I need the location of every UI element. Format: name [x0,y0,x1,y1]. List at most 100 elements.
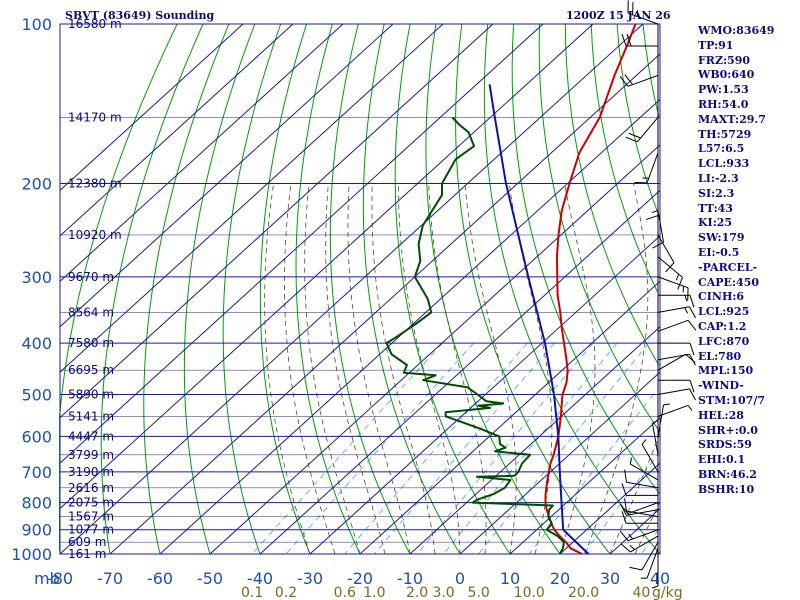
moist-adiabat [428,183,487,555]
isotherm [59,23,294,237]
index-item: TP:91 [698,38,734,52]
barb-feather [689,342,695,356]
barb-feather [629,566,643,571]
index-item: CAPE:450 [698,275,759,289]
height-label: 4447 m [68,429,114,443]
wind-barb [657,388,696,401]
barb-half-feather [663,403,670,406]
index-item: WB0:640 [698,68,755,82]
barb-feather [620,503,627,516]
barb-feather [689,388,696,401]
moist-adiabat [634,501,661,555]
barb-feather [665,262,675,273]
dewpoint-profile [385,116,565,555]
mixing-ratio-label: 10.0 [514,585,545,600]
isotherm [59,23,394,328]
barb-half-feather [687,405,693,411]
moist-adiabat [559,183,596,555]
wind-barb [657,234,675,273]
barb-half-feather [628,533,634,540]
wind-barb [657,403,670,437]
barb-half-feather [629,457,633,465]
wind-barb [651,419,659,455]
isotherm [409,326,661,555]
temperature-label: 30 [600,569,620,588]
barb-shaft [627,502,659,515]
moist-adiabat [371,183,436,555]
pressure-label-400: 400 [21,334,52,353]
index-panel: WMO:83649 TP:91 FRZ:590 WB0:640 PW:1.53 RH:54… [698,24,800,498]
barb-half-feather [651,585,659,589]
dry-adiabat [511,23,661,495]
index-item: EI:-0.5 [698,245,740,259]
index-item: -WIND- [698,379,744,393]
wind-barb [657,276,689,301]
moist-adiabat [347,183,411,555]
dry-adiabat [483,23,661,555]
isotherm [209,144,661,555]
barb-feather [689,380,695,393]
barb-shaft [657,353,690,361]
index-item: LCL:933 [698,157,750,171]
mixing-ratio-label: 1.0 [363,585,385,600]
index-item: SI:2.3 [698,186,735,200]
height-label: 609 m [68,535,106,549]
temperature-label: -40 [247,569,273,588]
pressure-label-100: 100 [21,15,52,34]
barb-shaft [626,481,659,489]
mixing-ratio-label: 5.0 [467,585,489,600]
isotherm [559,462,661,555]
barb-half-feather [684,295,688,302]
height-label: 8564 m [68,305,114,319]
pressure-label-700: 700 [21,463,52,482]
barb-feather [621,511,627,524]
barb-feather [626,33,632,47]
temperature-label: -80 [47,569,73,588]
height-label: 6695 m [68,363,114,377]
barb-shaft [637,117,659,143]
temperature-label: 10 [500,569,520,588]
index-item: BRN:46.2 [698,467,757,481]
isotherm [59,23,344,282]
pressure-label-800: 800 [21,494,52,513]
barb-feather [628,132,641,139]
wind-barb [621,33,658,47]
wind-barb [621,483,658,496]
wind-barb [621,511,658,524]
barb-feather [689,353,696,366]
isotherm [59,23,544,464]
temperature-label: -10 [397,569,423,588]
barb-shaft [627,12,659,25]
wind-barb [623,502,659,515]
dry-adiabat [362,23,461,555]
pressure-label-200: 200 [21,175,52,194]
isotherm [59,23,644,555]
barb-shaft [630,463,659,481]
wind-barb [634,152,659,184]
wind-barb [641,439,659,473]
temperature-label: 40 [650,569,670,588]
barb-half-feather [629,544,635,550]
barb-shaft [657,276,689,289]
barb-shaft [657,404,689,417]
pressure-label-600: 600 [21,427,52,446]
barb-feather [621,33,627,47]
index-item: CAP:1.2 [698,319,747,333]
mixing-ratio-label: 0.6 [334,585,356,600]
wind-barb [657,353,696,366]
wind-barb [652,210,665,249]
barb-shaft [657,319,689,332]
mixing-ratio-line [443,342,618,555]
index-item: WMO:83649 [698,24,775,37]
wind-barb [657,404,693,417]
pressure-label-500: 500 [21,385,52,404]
barb-half-feather [623,508,629,514]
wind-barb [640,548,659,579]
barb-feather [619,530,629,542]
isotherm [259,189,661,555]
moist-adiabat [584,183,649,555]
mixing-ratio-label: 40 [632,585,650,600]
y-axis-unit-label: mb [34,569,60,588]
pressure-label-300: 300 [21,268,52,287]
dry-adiabat [455,23,611,555]
